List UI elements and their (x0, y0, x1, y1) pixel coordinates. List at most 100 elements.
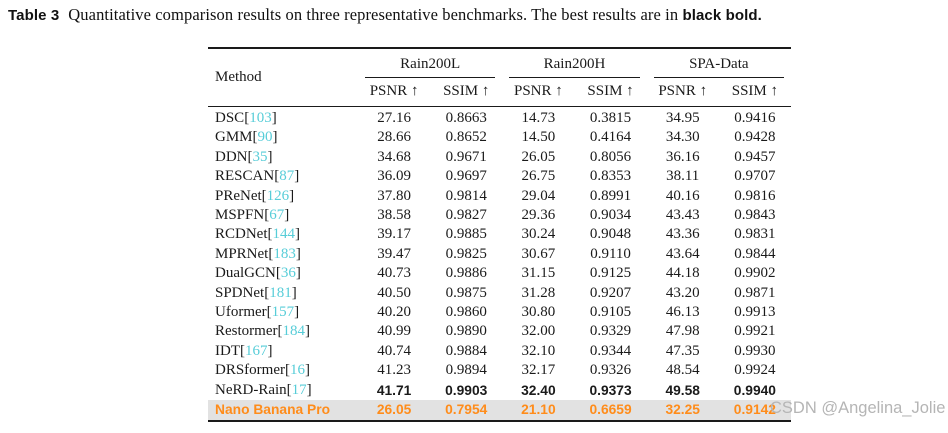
value-cell: 44.18 (665, 265, 700, 282)
value-cell: 0.9921 (734, 323, 776, 340)
citation-bracket: [ (286, 381, 292, 398)
table-row: RESCAN[87] 36.09 0.9697 26.75 0.8353 38.11 0.9… (208, 167, 791, 186)
value-cell: 0.9871 (734, 284, 776, 301)
value-cell: 0.8056 (589, 148, 632, 165)
method-name: SPDNet (215, 284, 265, 301)
value-cell: 30.67 (521, 245, 556, 262)
group-header-rain200h: Rain200H (502, 48, 646, 79)
group-header-spa-data: SPA-Data (647, 48, 791, 79)
citation-link[interactable]: 16 (290, 362, 305, 379)
method-cell: NeRD-Rain[17] (208, 381, 358, 400)
value-cell: 0.9827 (445, 207, 487, 224)
table-caption: Table 3 Quantitative comparison results o… (8, 5, 944, 25)
value-cell: 0.7954 (445, 402, 488, 418)
citation-link[interactable]: 126 (266, 187, 290, 204)
subheader-psnr: PSNR ↑ (646, 79, 719, 107)
citation-bracket: ] (267, 148, 273, 165)
table-row: IDT[167] 40.74 0.9884 32.10 0.9344 47.35 0.993… (208, 342, 791, 361)
table-row: MSPFN[67] 38.58 0.9827 29.36 0.9034 43.43 0.98… (208, 206, 791, 225)
value-cell: 0.9207 (589, 284, 632, 301)
value-cell: 40.73 (377, 265, 411, 282)
method-cell: DRSformer[16] (208, 361, 358, 380)
method-name: Restormer (215, 323, 278, 340)
value-cell: 0.9886 (445, 265, 487, 282)
value-cell: 38.58 (377, 207, 411, 224)
value-cell: 34.68 (377, 148, 411, 165)
value-cell: 0.9875 (445, 284, 487, 301)
value-cell: 0.9457 (734, 148, 776, 165)
value-cell: 0.9671 (445, 148, 487, 165)
table-row: RCDNet[144] 39.17 0.9885 30.24 0.9048 43.36 0.… (208, 225, 791, 244)
citation-link[interactable]: 103 (249, 110, 272, 126)
citation-bracket: ] (289, 187, 295, 204)
citation-bracket: ] (295, 245, 301, 262)
subheader-ssim: SSIM ↑ (430, 79, 503, 107)
citation-bracket: [ (264, 207, 270, 224)
citation-link[interactable]: 36 (280, 265, 296, 282)
method-name: PReNet (215, 187, 262, 204)
group-header-label: Rain200H (509, 56, 640, 78)
subheader-psnr: PSNR ↑ (502, 79, 575, 107)
value-cell: 0.9329 (589, 323, 632, 340)
value-cell: 26.05 (376, 402, 412, 418)
value-cell: 0.9903 (445, 382, 488, 398)
value-cell: 0.9697 (445, 168, 487, 185)
citation-link[interactable]: 181 (269, 284, 292, 301)
value-cell: 0.9924 (734, 362, 776, 379)
method-cell: PReNet[126] (208, 187, 358, 206)
results-table: Method Rain200L Rain200H SPA-Data PSNR ↑… (208, 47, 791, 422)
method-name: RESCAN (215, 168, 275, 185)
value-cell: 40.50 (377, 284, 411, 301)
citation-link[interactable]: 184 (282, 323, 305, 340)
citation-link[interactable]: 87 (279, 168, 295, 185)
value-cell: 0.3815 (589, 110, 632, 126)
citation-link[interactable]: 144 (272, 226, 296, 243)
value-cell: 0.8353 (589, 168, 632, 185)
group-header-label: SPA-Data (653, 56, 784, 78)
value-cell: 40.20 (377, 304, 411, 321)
citation-bracket: [ (261, 187, 267, 204)
value-cell: 21.10 (521, 402, 556, 418)
citation-link[interactable]: 183 (273, 245, 296, 262)
table-row: SPDNet[181] 40.50 0.9875 31.28 0.9207 43.20 0.… (208, 284, 791, 303)
citation-bracket: ] (294, 304, 300, 321)
subheader-ssim: SSIM ↑ (718, 79, 791, 107)
group-header-label: Rain200L (365, 56, 496, 78)
method-cell: IDT[167] (208, 342, 358, 361)
citation-bracket: ] (271, 110, 277, 126)
value-cell: 0.8652 (445, 129, 487, 146)
value-cell: 0.9940 (733, 382, 776, 398)
method-cell: DSC[103] (208, 107, 358, 129)
subheader-ssim: SSIM ↑ (574, 79, 647, 107)
citation-link[interactable]: 167 (245, 342, 268, 359)
value-cell: 0.9844 (734, 245, 776, 262)
table-row: Uformer[157] 40.20 0.9860 30.80 0.9105 46.13 0… (208, 303, 791, 322)
method-name: Nano Banana Pro (215, 402, 330, 418)
table-row: DualGCN[36] 40.73 0.9886 31.15 0.9125 44.18 0.… (208, 264, 791, 283)
value-cell: 0.8663 (445, 110, 487, 126)
citation-link[interactable]: 35 (252, 148, 268, 165)
value-cell: 38.11 (666, 168, 700, 185)
method-name: DSC (215, 110, 245, 126)
value-cell: 27.16 (377, 110, 411, 126)
value-cell: 36.16 (665, 148, 700, 165)
value-cell: 36.09 (377, 168, 411, 185)
citation-bracket: [ (266, 304, 272, 321)
citation-bracket: [ (268, 245, 274, 262)
value-cell: 0.8991 (589, 187, 632, 204)
citation-link[interactable]: 67 (269, 207, 285, 224)
value-cell: 31.28 (521, 284, 556, 301)
table-caption-bold-suffix: black bold. (682, 7, 762, 24)
value-cell: 30.24 (521, 226, 556, 243)
citation-link[interactable]: 157 (271, 304, 295, 321)
method-name: RCDNet (215, 226, 268, 243)
value-cell: 0.9416 (734, 110, 776, 126)
citation-link[interactable]: 90 (257, 129, 273, 146)
table-caption-label: Table 3 (8, 7, 60, 24)
value-cell: 0.9034 (589, 207, 632, 224)
value-cell: 0.9326 (589, 362, 632, 379)
citation-link[interactable]: 17 (291, 381, 307, 398)
value-cell: 32.25 (665, 402, 700, 418)
table-body: DSC[103] 27.16 0.8663 14.73 0.3815 34.95 0.941… (208, 107, 791, 421)
